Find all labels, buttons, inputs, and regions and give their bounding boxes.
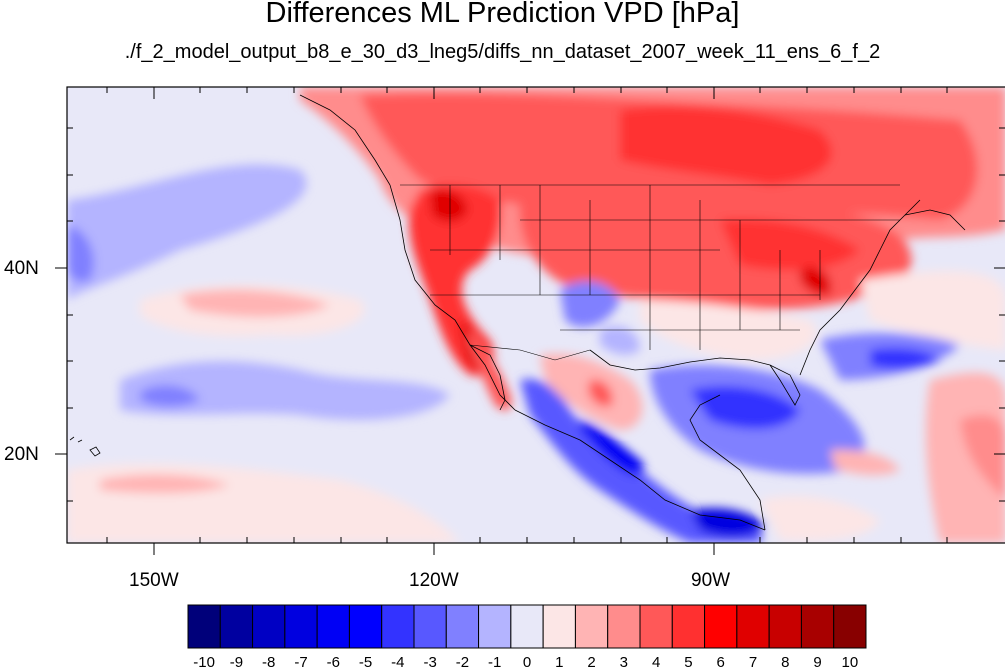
colorbar-box <box>413 604 447 649</box>
colorbar-box <box>284 604 318 649</box>
colorbar-tick-label: 6 <box>716 654 725 671</box>
vpd-difference-field <box>67 87 1005 543</box>
colorbar-tick-label: 1 <box>555 654 564 671</box>
colorbar-tick-label: 7 <box>748 654 758 671</box>
colorbar-tick-label: -1 <box>488 654 502 671</box>
colorbar-box <box>542 604 576 649</box>
colorbar-tick-label: 10 <box>841 654 859 671</box>
colorbar-box <box>445 604 480 649</box>
colorbar-tick-label: 9 <box>813 654 822 671</box>
coastlines <box>69 94 966 531</box>
colorbar-box <box>381 604 415 649</box>
colorbar-tick-label: -7 <box>294 654 308 671</box>
colorbar-tick-label: -2 <box>455 654 470 671</box>
colorbar-box <box>574 604 609 649</box>
lat-label-40n: 40N <box>4 258 39 279</box>
colorbar-tick-label: -8 <box>262 654 276 671</box>
colorbar-tick-label: -5 <box>358 654 373 671</box>
colorbar-box <box>768 604 802 649</box>
lat-label-20n: 20N <box>4 444 39 465</box>
axis-ticks <box>55 87 1005 555</box>
colorbar-box <box>348 604 383 649</box>
colorbar-box <box>671 604 706 649</box>
colorbar-box <box>187 604 221 649</box>
colorbar-box <box>704 604 738 649</box>
colorbar-tick-label: -10 <box>193 654 215 671</box>
plot-subtitle: ./f_2_model_output_b8_e_30_d3_lneg5/diff… <box>124 41 881 63</box>
colorbar-box <box>607 604 641 649</box>
colorbar-box <box>833 604 867 649</box>
colorbar-box <box>252 604 286 649</box>
plot-title: Differences ML Prediction VPD [hPa] <box>265 0 740 29</box>
colorbar-box <box>316 604 350 649</box>
colorbar-tick-label: -4 <box>391 654 405 671</box>
colorbar-box <box>219 604 254 649</box>
colorbar-box <box>800 604 835 649</box>
colorbar-tick-label: 4 <box>651 654 661 671</box>
colorbar-box <box>510 604 544 649</box>
colorbar-tick-label: 0 <box>522 654 532 671</box>
colorbar-box <box>639 604 673 649</box>
borders <box>400 184 900 361</box>
colorbar-tick-label: -6 <box>326 654 340 671</box>
lon-label-150w: 150W <box>129 570 179 591</box>
colorbar-box <box>478 604 512 649</box>
lon-label-90w: 90W <box>691 570 731 591</box>
colorbar-tick-label: -9 <box>229 654 244 671</box>
colorbar-tick-label: 2 <box>587 654 596 671</box>
colorbar-tick-label: 5 <box>684 654 693 671</box>
colorbar-tick-label: 3 <box>619 654 629 671</box>
colorbar-box <box>736 604 770 649</box>
colorbar-tick-label: -3 <box>423 654 437 671</box>
lon-label-120w: 120W <box>409 570 459 591</box>
colorbar-tick-label: 8 <box>781 654 790 671</box>
